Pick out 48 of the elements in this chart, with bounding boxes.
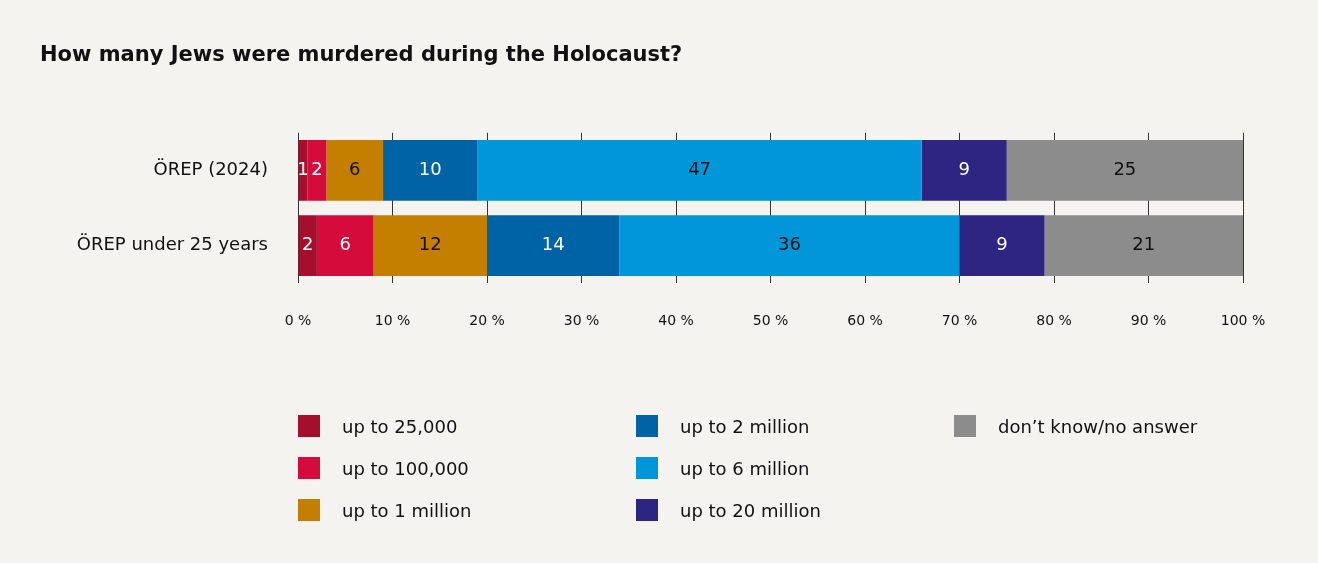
x-tick-label: 80 % <box>1036 312 1072 329</box>
legend-label: don’t know/no answer <box>998 415 1198 437</box>
x-tick-label: 40 % <box>658 312 694 329</box>
data-label: 1 <box>297 158 309 180</box>
legend-label: up to 1 million <box>342 499 472 521</box>
data-label: 10 <box>418 158 442 180</box>
chart-title: How many Jews were murdered during the Holocaust? <box>40 42 683 66</box>
data-label: 2 <box>301 233 314 255</box>
bar <box>477 139 922 201</box>
data-label: 47 <box>688 158 712 180</box>
bar <box>373 215 487 277</box>
data-label: 9 <box>958 158 970 180</box>
x-tick-label: 0 % <box>284 312 312 329</box>
x-tick-label: 90 % <box>1130 312 1167 329</box>
legend-label: up to 20 million <box>680 499 821 521</box>
data-label: 25 <box>1113 158 1137 180</box>
data-label: 6 <box>348 158 361 180</box>
bar <box>316 215 374 277</box>
legend-label: up to 100,000 <box>342 457 469 479</box>
y-tick-label: ÖREP (2024) <box>153 158 268 180</box>
bar <box>298 215 317 277</box>
data-label: 9 <box>996 233 1008 255</box>
data-label: 21 <box>1132 233 1156 255</box>
bar <box>619 215 960 277</box>
legend-label: up to 25,000 <box>342 415 458 437</box>
bar <box>307 139 327 201</box>
x-tick-label: 30 % <box>563 312 600 329</box>
legend-label: up to 6 million <box>680 457 810 479</box>
data-label: 12 <box>418 233 442 255</box>
x-tick-label: 20 % <box>469 312 505 329</box>
x-tick-label: 70 % <box>941 312 978 329</box>
bar <box>959 215 1045 277</box>
data-label: 2 <box>311 158 323 180</box>
bar <box>383 139 478 201</box>
bar <box>1006 139 1243 201</box>
data-label: 6 <box>339 233 351 255</box>
bar <box>326 139 384 201</box>
data-label: 36 <box>777 233 801 255</box>
data-label: 14 <box>541 233 565 255</box>
x-tick-label: 10 % <box>374 312 411 329</box>
legend-label: up to 2 million <box>680 415 810 437</box>
y-tick-label: ÖREP under 25 years <box>76 233 268 255</box>
x-tick-label: 100 % <box>1220 312 1266 329</box>
bar <box>1044 215 1243 277</box>
x-tick-label: 60 % <box>847 312 883 329</box>
x-tick-label: 50 % <box>752 312 789 329</box>
bar <box>487 215 620 277</box>
bar <box>921 139 1007 201</box>
